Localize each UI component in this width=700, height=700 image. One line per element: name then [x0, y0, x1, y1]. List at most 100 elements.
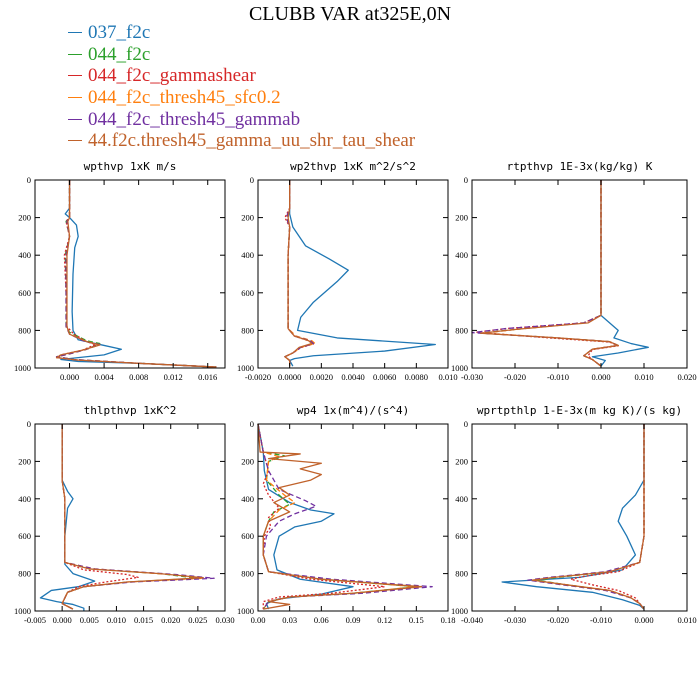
series-line	[61, 424, 139, 610]
y-tick-label: 800	[455, 569, 468, 579]
legend-label: 44.f2c.thresh45_gamma_uu_shr_tau_shear	[88, 130, 416, 152]
y-tick-label: 0	[27, 419, 31, 429]
plot-title: wp2thvp 1xK m^2/s^2	[290, 160, 416, 173]
series-line	[39, 424, 96, 611]
x-tick-label: 0.020	[161, 615, 180, 625]
x-tick-label: -0.020	[547, 615, 569, 625]
legend: 037_f2c 044_f2c 044_f2c_gammashear 044_f…	[68, 22, 415, 152]
y-tick-label: 600	[18, 288, 31, 298]
plot-title: wprtpthlp 1-E-3x(m kg K)/(s kg)	[477, 404, 682, 417]
x-tick-label: 0.000	[60, 372, 79, 382]
series-line	[531, 424, 645, 610]
legend-swatch	[68, 32, 82, 34]
plot-panel: wp2thvp 1xK m^2/s^2 0 200 400 600 800 1000-0.0…	[237, 160, 458, 382]
x-tick-label: -0.010	[590, 615, 612, 625]
y-tick-label: 200	[18, 456, 31, 466]
legend-item: 044_f2c_thresh45_sfc0.2	[68, 87, 415, 109]
plot-title: wpthvp 1xK m/s	[84, 160, 177, 173]
y-tick-label: 1000	[237, 363, 254, 373]
plot-frame	[471, 179, 688, 369]
x-tick-label: 0.012	[164, 372, 183, 382]
plot-title: rtpthvp 1E-3x(kg/kg) K	[507, 160, 653, 173]
series-line	[475, 180, 619, 367]
legend-item: 044_f2c_gammashear	[68, 65, 415, 87]
y-tick-label: 600	[241, 531, 254, 541]
series-line	[55, 180, 217, 368]
plot-frame	[34, 179, 226, 369]
series-line	[257, 423, 423, 610]
plot-frame	[257, 179, 449, 369]
series-line	[257, 423, 417, 610]
y-tick-label: 600	[18, 531, 31, 541]
x-tick-label: 0.15	[409, 615, 424, 625]
series-line	[535, 424, 645, 610]
x-tick-label: 0.12	[377, 615, 392, 625]
plot-panel: wprtpthlp 1-E-3x(m kg K)/(s kg) 0 200 400 60…	[451, 404, 697, 625]
legend-swatch	[68, 53, 82, 55]
x-tick-label: 0.000	[53, 615, 72, 625]
y-tick-label: 200	[18, 213, 31, 223]
y-tick-label: 1000	[451, 363, 468, 373]
plot-title: wp4 1x(m^4)/(s^4)	[297, 404, 410, 417]
y-tick-label: 0	[464, 419, 468, 429]
series-line	[289, 180, 436, 367]
y-tick-label: 1000	[14, 363, 31, 373]
legend-item: 044_f2c	[68, 44, 415, 66]
x-tick-label: 0.09	[346, 615, 361, 625]
series-line	[257, 423, 386, 610]
y-tick-label: 200	[241, 213, 254, 223]
x-tick-label: 0.0020	[310, 372, 333, 382]
x-tick-label: 0.000	[634, 615, 653, 625]
chart-title: CLUBB VAR at325E,0N	[248, 3, 452, 25]
x-tick-label: 0.0000	[278, 372, 301, 382]
x-tick-label: 0.010	[107, 615, 126, 625]
y-tick-label: 0	[250, 419, 254, 429]
y-tick-label: 0	[250, 175, 254, 185]
x-tick-label: 0.00	[251, 615, 266, 625]
x-tick-label: 0.010	[677, 615, 696, 625]
y-tick-label: 400	[455, 494, 468, 504]
legend-label: 044_f2c_gammashear	[88, 65, 256, 87]
y-tick-label: 600	[455, 288, 468, 298]
y-tick-label: 1000	[237, 606, 254, 616]
y-tick-label: 0	[464, 175, 468, 185]
plot-frame	[34, 423, 226, 612]
y-tick-label: 1000	[451, 606, 468, 616]
legend-label: 037_f2c	[88, 22, 151, 44]
plot-title: thlpthvp 1xK^2	[84, 404, 177, 417]
x-tick-label: -0.0020	[245, 372, 271, 382]
legend-label: 044_f2c	[88, 43, 151, 65]
plot-panel: thlpthvp 1xK^2 0 200 400 600 800 1000-0.005 0.0…	[14, 404, 235, 625]
y-tick-label: 400	[18, 250, 31, 260]
x-tick-label: 0.016	[198, 372, 217, 382]
y-tick-label: 800	[455, 325, 468, 335]
y-tick-label: 800	[18, 325, 31, 335]
x-tick-label: 0.06	[314, 615, 329, 625]
x-tick-label: 0.18	[441, 615, 456, 625]
x-tick-label: 0.004	[95, 372, 115, 382]
x-tick-label: -0.040	[461, 615, 483, 625]
series-line	[284, 180, 313, 367]
legend-item: 037_f2c	[68, 22, 415, 44]
x-tick-label: -0.020	[504, 372, 526, 382]
plot-frame	[257, 423, 449, 612]
y-tick-label: 400	[241, 494, 254, 504]
x-tick-label: 0.0080	[405, 372, 428, 382]
y-tick-label: 400	[18, 494, 31, 504]
x-tick-label: 0.020	[677, 372, 696, 382]
x-tick-label: 0.0060	[373, 372, 396, 382]
x-tick-label: 0.005	[80, 615, 99, 625]
series-line	[570, 424, 645, 610]
legend-swatch	[68, 118, 82, 120]
x-tick-label: -0.030	[504, 615, 526, 625]
legend-item: 44.f2c.thresh45_gamma_uu_shr_tau_shear	[68, 130, 415, 152]
x-tick-label: 0.0040	[341, 372, 364, 382]
plot-panel: rtpthvp 1E-3x(kg/kg) K02004006008001000-…	[451, 160, 697, 382]
y-tick-label: 800	[241, 325, 254, 335]
x-tick-label: 0.025	[188, 615, 207, 625]
series-line	[257, 423, 417, 610]
plot-panel: wpthvp 1xK m/s 0 200 400 600 800 1000 0.000 0.00…	[14, 160, 226, 382]
legend-label: 044_f2c_thresh45_sfc0.2	[88, 87, 281, 109]
